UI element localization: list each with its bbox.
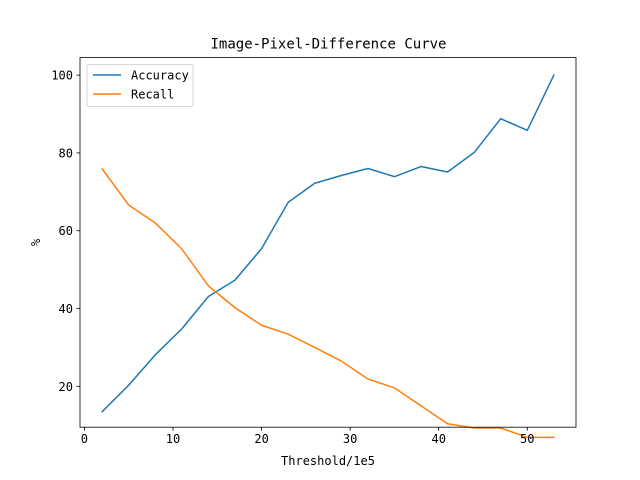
x-tick-label: 0: [81, 432, 88, 446]
y-axis-label: %: [29, 238, 43, 246]
y-tick-label: 80: [59, 146, 73, 160]
x-tick-label: 10: [166, 432, 180, 446]
y-tick-label: 100: [51, 69, 73, 83]
x-axis: 0 10 20 30 40 50: [81, 427, 535, 446]
plot-frame: [79, 57, 577, 428]
x-tick-label: 30: [343, 432, 357, 446]
x-tick-label: 20: [254, 432, 268, 446]
x-tick-label: 50: [520, 432, 534, 446]
chart-title: Image-Pixel-Difference Curve: [210, 37, 446, 53]
plot-lines: [101, 74, 555, 439]
y-tick-label: 40: [59, 302, 73, 316]
legend: Accuracy Recall: [86, 64, 194, 107]
series-line-recall: [101, 167, 555, 439]
legend-label-accuracy: Accuracy: [131, 69, 189, 83]
y-axis: 20 40 60 80 100: [51, 69, 80, 394]
y-tick-label: 60: [59, 224, 73, 238]
legend-label-recall: Recall: [131, 88, 174, 102]
series-line-accuracy: [101, 74, 555, 413]
y-tick-label: 20: [59, 380, 73, 394]
x-axis-label: Threshold/1e5: [281, 454, 375, 468]
x-tick-label: 40: [431, 432, 445, 446]
